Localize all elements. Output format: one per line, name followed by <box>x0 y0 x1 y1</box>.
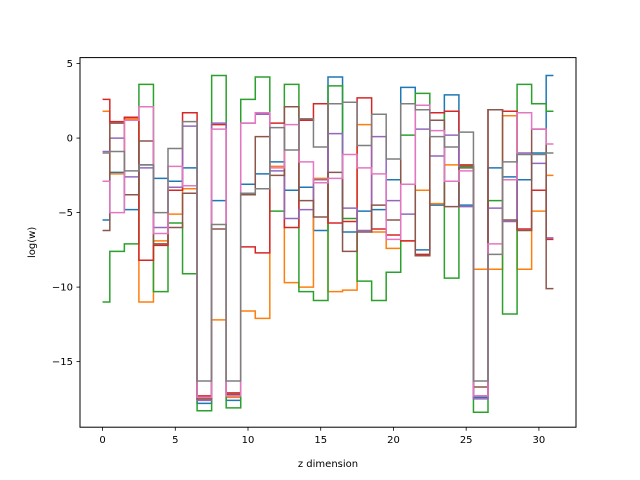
y-ticks: 5 0 −5 −10 −15 <box>52 59 80 368</box>
plot-frame <box>79 57 577 428</box>
x-tick-label: 5 <box>172 435 178 446</box>
x-tick-label: 15 <box>314 435 327 446</box>
x-ticks: 0 5 10 15 20 25 30 <box>99 427 545 446</box>
x-axis-label: z dimension <box>298 459 358 470</box>
series-line-5 <box>102 113 554 402</box>
x-tick-label: 25 <box>460 435 473 446</box>
y-axis-label: log(w) <box>27 227 38 258</box>
y-tick-label: −10 <box>52 283 73 294</box>
series-line-8 <box>102 101 554 382</box>
series-layer <box>102 74 554 414</box>
x-tick-label: 0 <box>99 435 105 446</box>
x-tick-label: 20 <box>387 435 400 446</box>
series-line-7 <box>102 104 554 399</box>
y-tick-label: −5 <box>58 208 73 219</box>
y-tick-label: 5 <box>67 59 73 70</box>
series-line-6 <box>102 103 554 400</box>
x-tick-label: 30 <box>533 435 546 446</box>
x-tick-label: 10 <box>242 435 255 446</box>
y-tick-label: −15 <box>52 357 73 368</box>
y-tick-label: 0 <box>67 134 73 145</box>
